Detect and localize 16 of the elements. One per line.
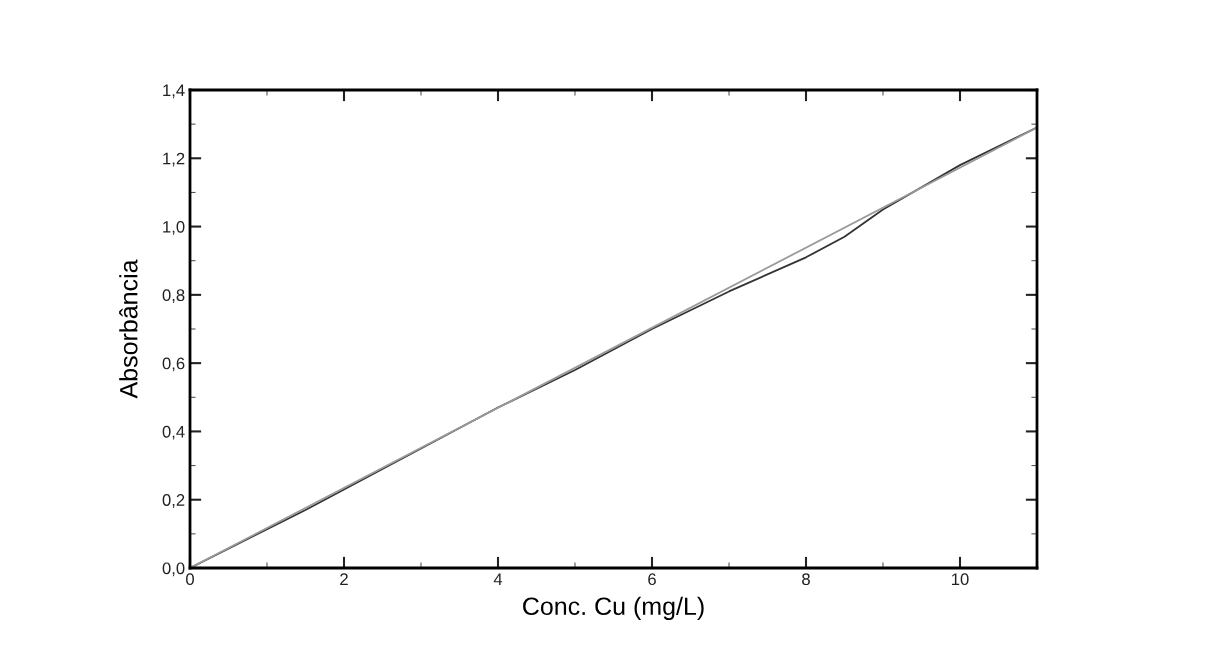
y-tick-label: 1,2 — [163, 152, 185, 167]
y-tick-label: 1,0 — [163, 220, 185, 235]
y-tick-label: 0,0 — [162, 562, 185, 577]
y-tick-label: 1,4 — [163, 84, 185, 99]
x-tick-label: 8 — [802, 573, 810, 586]
x-tick-label: 10 — [952, 573, 969, 586]
y-tick-label: 0,4 — [162, 425, 185, 440]
y-tick-label: 0,6 — [162, 357, 185, 372]
x-axis-title: Conc. Cu (mg/L) — [523, 596, 704, 621]
y-tick-label: 0,8 — [162, 289, 185, 304]
x-tick-label: 6 — [648, 573, 656, 586]
x-tick-label: 0 — [186, 573, 194, 586]
x-tick-label: 2 — [340, 573, 348, 585]
x-tick-label: 4 — [493, 573, 503, 585]
y-axis-title: Absorbância — [119, 259, 138, 399]
y-tick-label: 0,2 — [162, 494, 185, 508]
